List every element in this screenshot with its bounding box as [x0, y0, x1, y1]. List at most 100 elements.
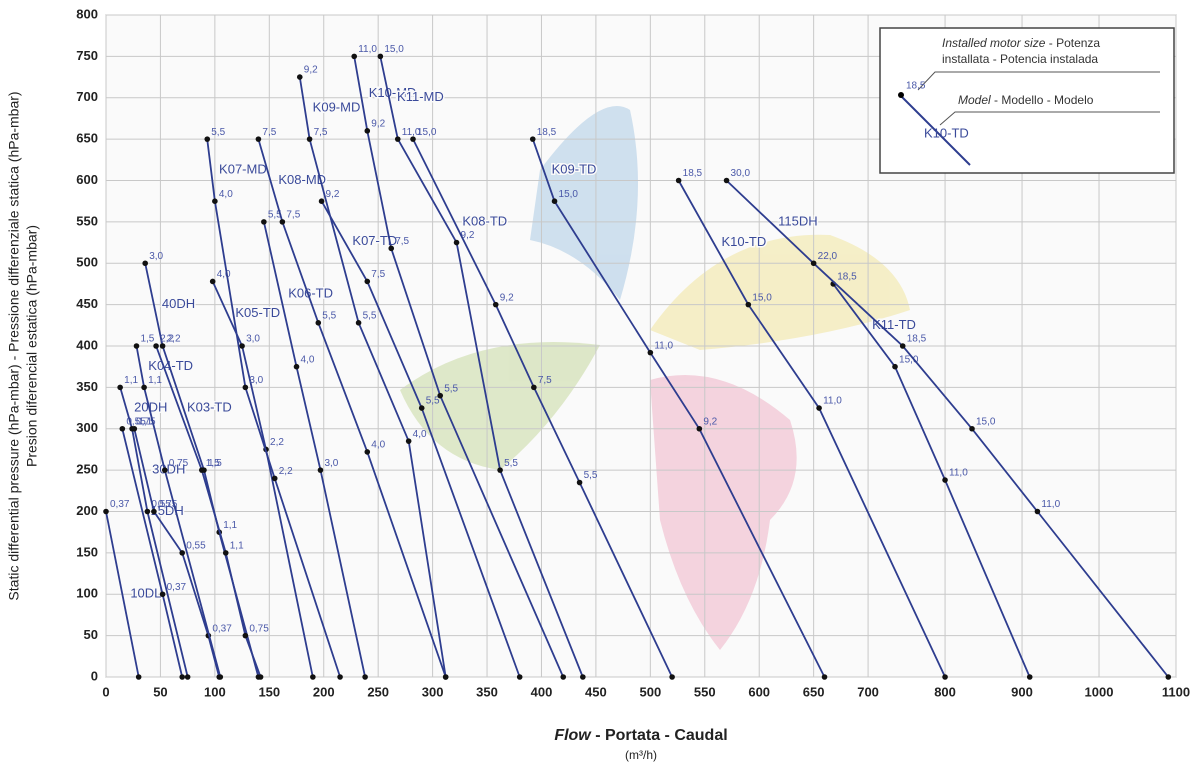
x-axis-emphasis: Flow — [554, 727, 592, 744]
motor-label: 4,0 — [301, 354, 315, 365]
motor-label: 5,5 — [211, 127, 225, 138]
motor-label: 0,37 — [167, 582, 187, 593]
motor-label: 15,0 — [752, 292, 772, 303]
operating-point — [135, 674, 142, 680]
model-label: K11-MD — [397, 89, 444, 104]
operating-point — [153, 343, 159, 349]
model-label: K09-TD — [552, 162, 597, 177]
operating-point — [144, 508, 151, 515]
operating-point — [821, 674, 828, 680]
motor-label: 15,0 — [417, 127, 437, 138]
operating-point — [310, 674, 316, 680]
model-label: K04-TD — [148, 358, 193, 373]
motor-label: 15,0 — [976, 416, 996, 427]
operating-point — [242, 632, 249, 639]
legend-motor-text: - Potenza — [1049, 36, 1101, 50]
motor-label: 2,2 — [160, 334, 174, 345]
operating-point — [212, 198, 218, 204]
x-tick-label: 450 — [585, 684, 607, 699]
operating-point — [271, 475, 278, 482]
motor-label: 15,0 — [559, 189, 579, 200]
legend-motor: Installed motor size - Potenza — [942, 36, 1100, 50]
motor-label: 5,5 — [363, 310, 377, 321]
x-tick-label: 600 — [748, 684, 770, 699]
legend-model-text: - Modello - Modelo — [994, 93, 1094, 107]
operating-point — [209, 278, 216, 285]
curve — [320, 200, 521, 678]
y-tick-label: 200 — [76, 503, 98, 518]
operating-point — [560, 674, 567, 680]
x-tick-label: 350 — [476, 684, 498, 699]
blob-blue — [530, 106, 638, 300]
motor-label: 18,5 — [907, 334, 927, 345]
motor-label: 11,0 — [654, 340, 673, 351]
operating-point — [816, 405, 822, 411]
motor-label: 18,5 — [837, 272, 857, 283]
motor-label: 9,2 — [371, 118, 385, 129]
x-axis-unit: (m³/h) — [625, 748, 657, 762]
y-tick-label: 400 — [76, 337, 98, 352]
operating-point — [184, 674, 191, 680]
y-axis-label: Static differential pressure (hPa-mbar) … — [6, 91, 22, 600]
motor-label: 15,0 — [384, 44, 404, 55]
blob-green — [400, 342, 600, 470]
operating-point — [222, 550, 229, 556]
model-label: 20DH — [134, 400, 167, 415]
motor-label: 9,2 — [703, 416, 717, 427]
operating-point — [675, 177, 682, 184]
motor-label: 3,0 — [249, 375, 263, 386]
motor-label: 7,5 — [395, 236, 409, 247]
motor-label: 5,5 — [426, 396, 440, 407]
motor-label: 18,5 — [537, 127, 557, 138]
motor-label: 5,5 — [504, 458, 518, 469]
motor-label: 1,1 — [223, 520, 237, 531]
operating-point — [315, 320, 322, 326]
y-tick-label: 500 — [76, 255, 98, 270]
y-tick-label: 300 — [76, 420, 98, 435]
operating-point — [217, 674, 224, 680]
operating-point — [199, 467, 205, 473]
operating-point — [364, 278, 371, 285]
y-axis-label-2: Presion diferencial estatica (hPa-mbar) — [24, 225, 40, 467]
curve — [211, 281, 314, 678]
operating-point — [362, 674, 368, 680]
legend-model: Model - Modello - Modelo — [958, 93, 1094, 107]
motor-label: 5,5 — [322, 310, 336, 321]
y-tick-label: 800 — [76, 6, 98, 21]
y-tick-label: 550 — [76, 213, 98, 228]
x-tick-label: 0 — [102, 684, 109, 699]
x-axis-text: - Portata - Caudal — [595, 727, 727, 744]
operating-point — [103, 508, 109, 515]
motor-label: 7,5 — [286, 210, 300, 221]
operating-point — [442, 674, 449, 680]
motor-label: 5,5 — [268, 210, 282, 221]
y-tick-label: 250 — [76, 462, 98, 477]
y-tick-label: 0 — [91, 668, 98, 683]
operating-point — [306, 136, 313, 142]
motor-label: 3,0 — [246, 334, 260, 345]
motor-label: 11,0 — [1041, 499, 1060, 510]
motor-label: 11,0 — [949, 468, 968, 479]
motor-label: 4,0 — [219, 189, 233, 200]
operating-point — [133, 343, 140, 349]
model-label: 10DL — [130, 586, 161, 601]
legend-motor-text2: installata - Potencia instalada — [942, 52, 1098, 66]
y-tick-label: 600 — [76, 172, 98, 187]
operating-point — [296, 74, 303, 80]
model-label: K08-MD — [278, 172, 326, 187]
curve — [135, 345, 222, 678]
operating-point — [179, 674, 186, 680]
operating-point — [159, 343, 166, 349]
legend-model-emphasis: Model — [958, 93, 991, 107]
motor-label: 2,2 — [167, 334, 181, 345]
operating-point — [531, 384, 537, 391]
operating-point — [161, 467, 168, 473]
model-label: K06-TD — [288, 286, 333, 301]
operating-point — [576, 479, 583, 486]
curve — [263, 221, 366, 678]
motor-label: 18,5 — [683, 168, 703, 179]
operating-point — [151, 508, 157, 515]
operating-point — [279, 219, 286, 225]
motor-label: 0,37 — [110, 499, 130, 510]
operating-point — [141, 384, 147, 391]
